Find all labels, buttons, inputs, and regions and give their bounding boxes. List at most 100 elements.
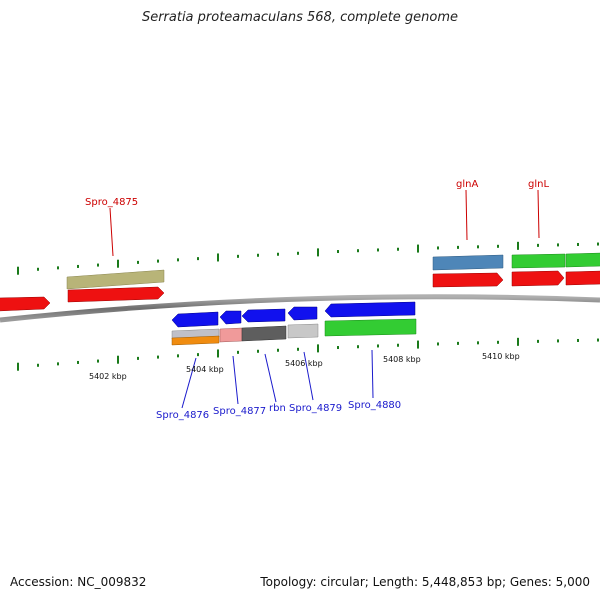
forward-genes	[0, 252, 600, 312]
tick-mark	[517, 241, 519, 250]
cds-block[interactable]	[287, 323, 319, 339]
cds-block[interactable]	[171, 335, 220, 346]
tick-mark	[557, 339, 559, 343]
tick-mark	[477, 245, 479, 249]
gene-arrow[interactable]	[511, 270, 565, 287]
cds-block[interactable]	[511, 253, 566, 269]
tick-mark	[597, 242, 599, 246]
gene-label-spro-4879[interactable]: Spro_4879	[289, 403, 342, 414]
tick-mark	[437, 342, 439, 346]
tick-mark	[117, 259, 119, 268]
tick-mark	[317, 344, 319, 353]
forward-label-group: Spro_4875 glnA glnL	[85, 179, 549, 257]
tick-mark	[197, 257, 199, 261]
cds-block[interactable]	[219, 327, 243, 343]
gene-label-spro-4875[interactable]: Spro_4875	[85, 197, 138, 208]
tick-mark	[357, 249, 359, 253]
tick-mark	[317, 248, 319, 257]
tick-mark	[217, 349, 219, 358]
tick-mark	[337, 250, 339, 254]
gene-arrow[interactable]	[565, 270, 600, 286]
tick-mark	[457, 341, 459, 345]
tick-mark	[17, 266, 19, 275]
tick-mark	[37, 267, 39, 271]
tick-mark	[297, 251, 299, 255]
tick-mark	[297, 347, 299, 351]
gene-arrow[interactable]	[432, 272, 504, 288]
tick-mark	[77, 360, 79, 364]
map-title: Serratia proteamaculans 568, complete ge…	[141, 10, 459, 25]
gene-label-spro-4877[interactable]: Spro_4877	[213, 406, 266, 417]
reverse-label-group: Spro_4876 Spro_4877 rbn Spro_4879 Spro_4…	[156, 349, 401, 421]
inner-tick-track	[17, 337, 599, 371]
gene-label-rbn[interactable]: rbn	[269, 403, 286, 414]
tick-mark	[157, 355, 159, 359]
tick-mark	[537, 339, 539, 343]
tick-mark	[277, 252, 279, 256]
tick-mark	[477, 341, 479, 345]
tick-mark	[97, 263, 99, 267]
tick-mark	[237, 254, 239, 258]
gene-label-glna[interactable]: glnA	[456, 179, 478, 190]
cds-block[interactable]	[241, 325, 287, 342]
gene-label-spro-4880[interactable]: Spro_4880	[348, 400, 401, 411]
tick-mark	[97, 359, 99, 363]
gene-arrow[interactable]	[219, 310, 242, 325]
tick-mark	[517, 337, 519, 346]
tick-mark	[497, 340, 499, 344]
ruler-label: 5404 kbp	[186, 365, 224, 374]
ruler-label: 5406 kbp	[285, 359, 323, 368]
ruler-label: 5408 kbp	[383, 355, 421, 364]
tick-mark	[457, 245, 459, 249]
gene-arrow[interactable]	[324, 301, 416, 318]
label-leader-line	[181, 357, 197, 409]
tick-mark	[577, 242, 579, 246]
tick-mark	[117, 355, 119, 364]
tick-mark	[597, 338, 599, 342]
tick-mark	[277, 348, 279, 352]
gene-arrow[interactable]	[287, 306, 318, 321]
tick-mark	[417, 340, 419, 349]
topology-text: Topology: circular; Length: 5,448,853 bp…	[260, 575, 590, 589]
tick-mark	[177, 354, 179, 358]
label-leader-line	[232, 355, 239, 405]
label-leader-line	[371, 349, 374, 399]
gene-label-glnl[interactable]: glnL	[528, 179, 549, 190]
tick-mark	[337, 346, 339, 350]
tick-mark	[157, 259, 159, 263]
tick-mark	[17, 362, 19, 371]
accession-text: Accession: NC_009832	[10, 575, 147, 589]
cds-block[interactable]	[324, 318, 417, 337]
tick-mark	[557, 243, 559, 247]
tick-mark	[257, 349, 259, 353]
tick-mark	[57, 266, 59, 270]
gene-label-spro-4876[interactable]: Spro_4876	[156, 410, 209, 421]
tick-mark	[137, 260, 139, 264]
gene-arrow[interactable]	[0, 296, 51, 312]
tick-mark	[57, 362, 59, 366]
label-leader-line	[465, 189, 468, 241]
tick-mark	[437, 246, 439, 250]
ruler-label: 5402 kbp	[89, 372, 127, 381]
tick-mark	[377, 248, 379, 252]
reverse-genes	[171, 301, 417, 346]
ruler-label: 5410 kbp	[482, 352, 520, 361]
gene-arrow[interactable]	[67, 286, 165, 303]
gene-arrow[interactable]	[171, 311, 219, 328]
gene-arrow[interactable]	[241, 308, 286, 323]
tick-mark	[417, 244, 419, 253]
tick-mark	[217, 253, 219, 262]
label-leader-line	[109, 207, 114, 257]
tick-mark	[397, 343, 399, 347]
tick-mark	[397, 247, 399, 251]
tick-mark	[37, 363, 39, 367]
tick-mark	[357, 345, 359, 349]
cds-block[interactable]	[432, 254, 504, 271]
tick-mark	[497, 244, 499, 248]
tick-mark	[537, 243, 539, 247]
tick-mark	[257, 253, 259, 257]
outer-tick-track	[17, 241, 599, 275]
cds-block[interactable]	[565, 252, 600, 268]
cds-block[interactable]	[66, 269, 165, 290]
